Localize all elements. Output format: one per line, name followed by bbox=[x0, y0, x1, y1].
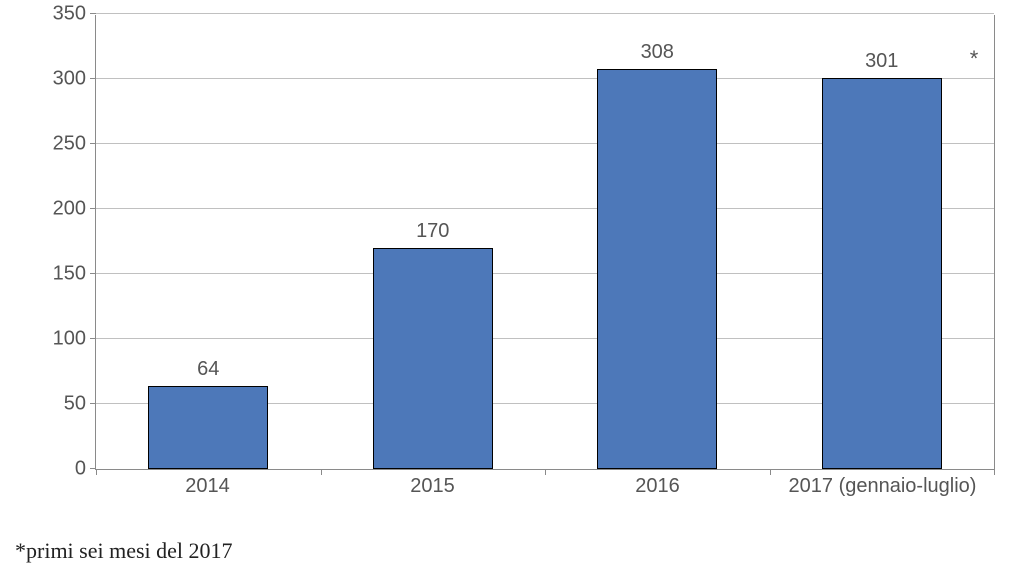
bar-slot: 308 bbox=[545, 15, 770, 469]
footnote: *primi sei mesi del 2017 bbox=[15, 538, 233, 564]
bar: 170 bbox=[373, 248, 493, 469]
bar-slot: 64 bbox=[96, 15, 321, 469]
y-tick-label: 350 bbox=[41, 3, 86, 26]
y-tick-label: 200 bbox=[41, 198, 86, 221]
x-axis-label: 2016 bbox=[545, 475, 770, 498]
bar-value-label: 170 bbox=[416, 220, 449, 243]
y-tick-label: 300 bbox=[41, 68, 86, 91]
bar: 308 bbox=[597, 69, 717, 469]
annotation-star: * bbox=[970, 46, 979, 72]
y-tick-label: 250 bbox=[41, 133, 86, 156]
bar-value-label: 64 bbox=[197, 358, 219, 381]
bar-value-label: 308 bbox=[641, 41, 674, 64]
y-tick-label: 150 bbox=[41, 263, 86, 286]
bar: 64 bbox=[148, 386, 268, 469]
bar-slot: * 301 bbox=[770, 15, 995, 469]
y-tick-label: 50 bbox=[41, 393, 86, 416]
bars-row: 64 170 308 * 301 bbox=[96, 15, 994, 469]
y-tick-label: 0 bbox=[41, 458, 86, 481]
bar: 301 bbox=[822, 78, 942, 469]
x-axis-label: 2014 bbox=[95, 475, 320, 498]
x-axis-label: 2015 bbox=[320, 475, 545, 498]
y-tick-mark bbox=[90, 13, 96, 14]
y-tick-label: 100 bbox=[41, 328, 86, 351]
gridline bbox=[96, 13, 994, 14]
bar-chart: 05010015020025030035064170308*301 201420… bbox=[40, 10, 1010, 510]
plot-area: 05010015020025030035064170308*301 bbox=[95, 15, 995, 470]
bar-slot: 170 bbox=[321, 15, 546, 469]
bar-value-label: 301 bbox=[865, 50, 898, 73]
x-axis-labels: 2014201520162017 (gennaio-luglio) bbox=[95, 475, 995, 498]
x-axis-label: 2017 (gennaio-luglio) bbox=[770, 475, 995, 498]
